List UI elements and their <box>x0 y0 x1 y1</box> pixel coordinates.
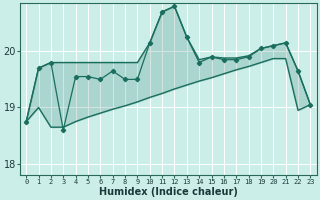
X-axis label: Humidex (Indice chaleur): Humidex (Indice chaleur) <box>99 187 238 197</box>
